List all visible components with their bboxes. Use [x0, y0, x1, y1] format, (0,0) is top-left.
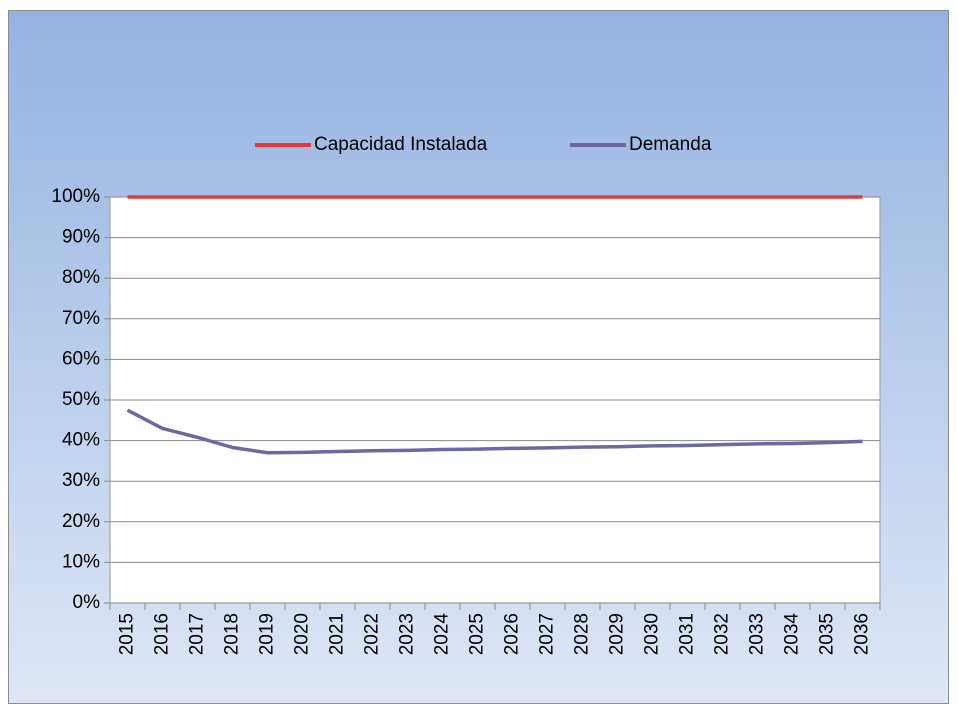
- x-tick-label: 2017: [187, 613, 208, 655]
- x-tick-label: 2025: [467, 613, 488, 655]
- y-tick-label: 10%: [62, 551, 100, 572]
- x-tick-label: 2029: [607, 613, 628, 655]
- x-tick-label: 2021: [327, 613, 348, 655]
- x-tick-label: 2030: [642, 613, 663, 655]
- x-tick-label: 2026: [502, 613, 523, 655]
- x-tick-label: 2034: [782, 613, 803, 656]
- x-tick-label: 2036: [852, 613, 873, 655]
- x-tick-label: 2024: [432, 613, 453, 656]
- x-tick-label: 2018: [222, 613, 243, 655]
- x-tick-label: 2031: [677, 613, 698, 655]
- x-tick-label: 2019: [257, 613, 278, 655]
- y-tick-label: 20%: [62, 511, 100, 532]
- y-tick-label: 60%: [62, 348, 100, 369]
- x-tick-label: 2016: [152, 613, 173, 655]
- y-tick-label: 80%: [62, 267, 100, 288]
- x-tick-label: 2027: [537, 613, 558, 655]
- x-tick-label: 2015: [117, 613, 138, 655]
- x-tick-label: 2028: [572, 613, 593, 655]
- x-tick-label: 2023: [397, 613, 418, 655]
- y-tick-label: 40%: [62, 430, 100, 451]
- series-line: [126, 408, 863, 455]
- y-tick-label: 100%: [51, 186, 100, 207]
- y-tick-label: 0%: [73, 592, 101, 613]
- x-tick-label: 2032: [712, 613, 733, 655]
- legend-label: Capacidad Instalada: [314, 134, 488, 155]
- x-tick-label: 2033: [747, 613, 768, 655]
- x-tick-label: 2022: [362, 613, 383, 655]
- y-tick-label: 50%: [62, 389, 100, 410]
- legend-label: Demanda: [629, 134, 712, 155]
- y-tick-label: 70%: [62, 308, 100, 329]
- y-tick-label: 90%: [62, 227, 100, 248]
- x-tick-label: 2020: [292, 613, 313, 655]
- y-tick-label: 30%: [62, 470, 100, 491]
- x-tick-label: 2035: [817, 613, 838, 655]
